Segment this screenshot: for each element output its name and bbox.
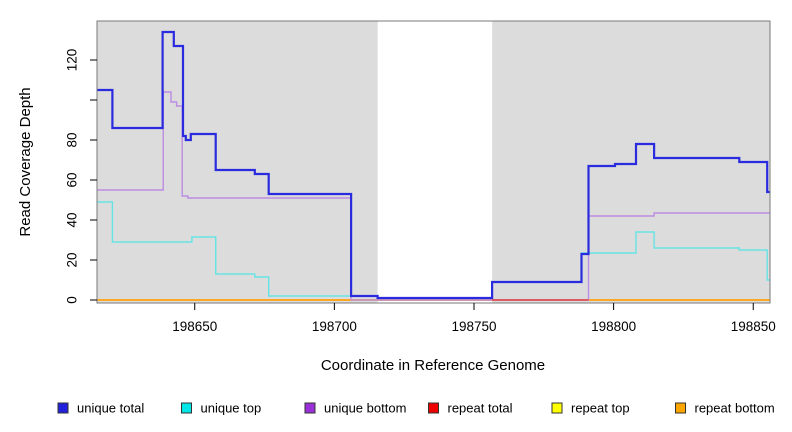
plot-frame [96, 20, 771, 304]
legend-item: repeat top [551, 401, 630, 416]
legend-label: repeat top [571, 401, 630, 416]
legend-label: repeat total [448, 401, 513, 416]
legend-swatch-unique-bottom [304, 402, 316, 414]
y-tick-label: 60 [65, 172, 80, 187]
y-tick-label: 40 [65, 212, 80, 227]
legend-label: repeat bottom [695, 401, 775, 416]
x-tick-label: 198850 [731, 319, 776, 334]
coverage-gap-band [377, 21, 493, 303]
legend-swatch-repeat-total [428, 402, 439, 414]
x-tick-label: 198650 [172, 319, 217, 334]
legend-item: unique total [57, 401, 144, 416]
legend-label: unique bottom [324, 401, 406, 416]
legend-item: repeat bottom [675, 401, 775, 416]
series-unique-bottom [97, 91, 770, 301]
x-axis-title: Coordinate in Reference Genome [321, 357, 545, 374]
y-tick-label: 80 [65, 132, 80, 147]
series-lines [97, 30, 770, 301]
y-axis-title: Read Coverage Depth [17, 87, 34, 236]
y-tick-label: 20 [65, 252, 80, 267]
x-tick-label: 198750 [451, 319, 496, 334]
legend-label: unique top [201, 401, 262, 416]
legend-swatch-repeat-top [551, 402, 563, 414]
legend-swatch-repeat-bottom [675, 402, 686, 414]
axes: 198650 198700 198750 198800 198850 0 20 40 60 80 1… [65, 49, 776, 334]
legend-item: unique bottom [304, 401, 406, 416]
x-tick-label: 198800 [591, 319, 636, 334]
legend-swatch-unique-top [181, 402, 192, 414]
series-unique-total [97, 30, 770, 300]
plot-panel [97, 21, 770, 303]
x-tick-label: 198700 [312, 319, 357, 334]
legend-label: unique total [77, 401, 144, 416]
legend-item: repeat total [428, 401, 513, 416]
y-tick-label: 120 [65, 49, 80, 72]
y-tick-label: 0 [65, 296, 80, 304]
legend: unique total unique top unique bottom repea… [57, 401, 775, 416]
legend-item: unique top [181, 401, 262, 416]
legend-swatch-unique-total [57, 402, 69, 414]
panel-border [96, 20, 771, 304]
